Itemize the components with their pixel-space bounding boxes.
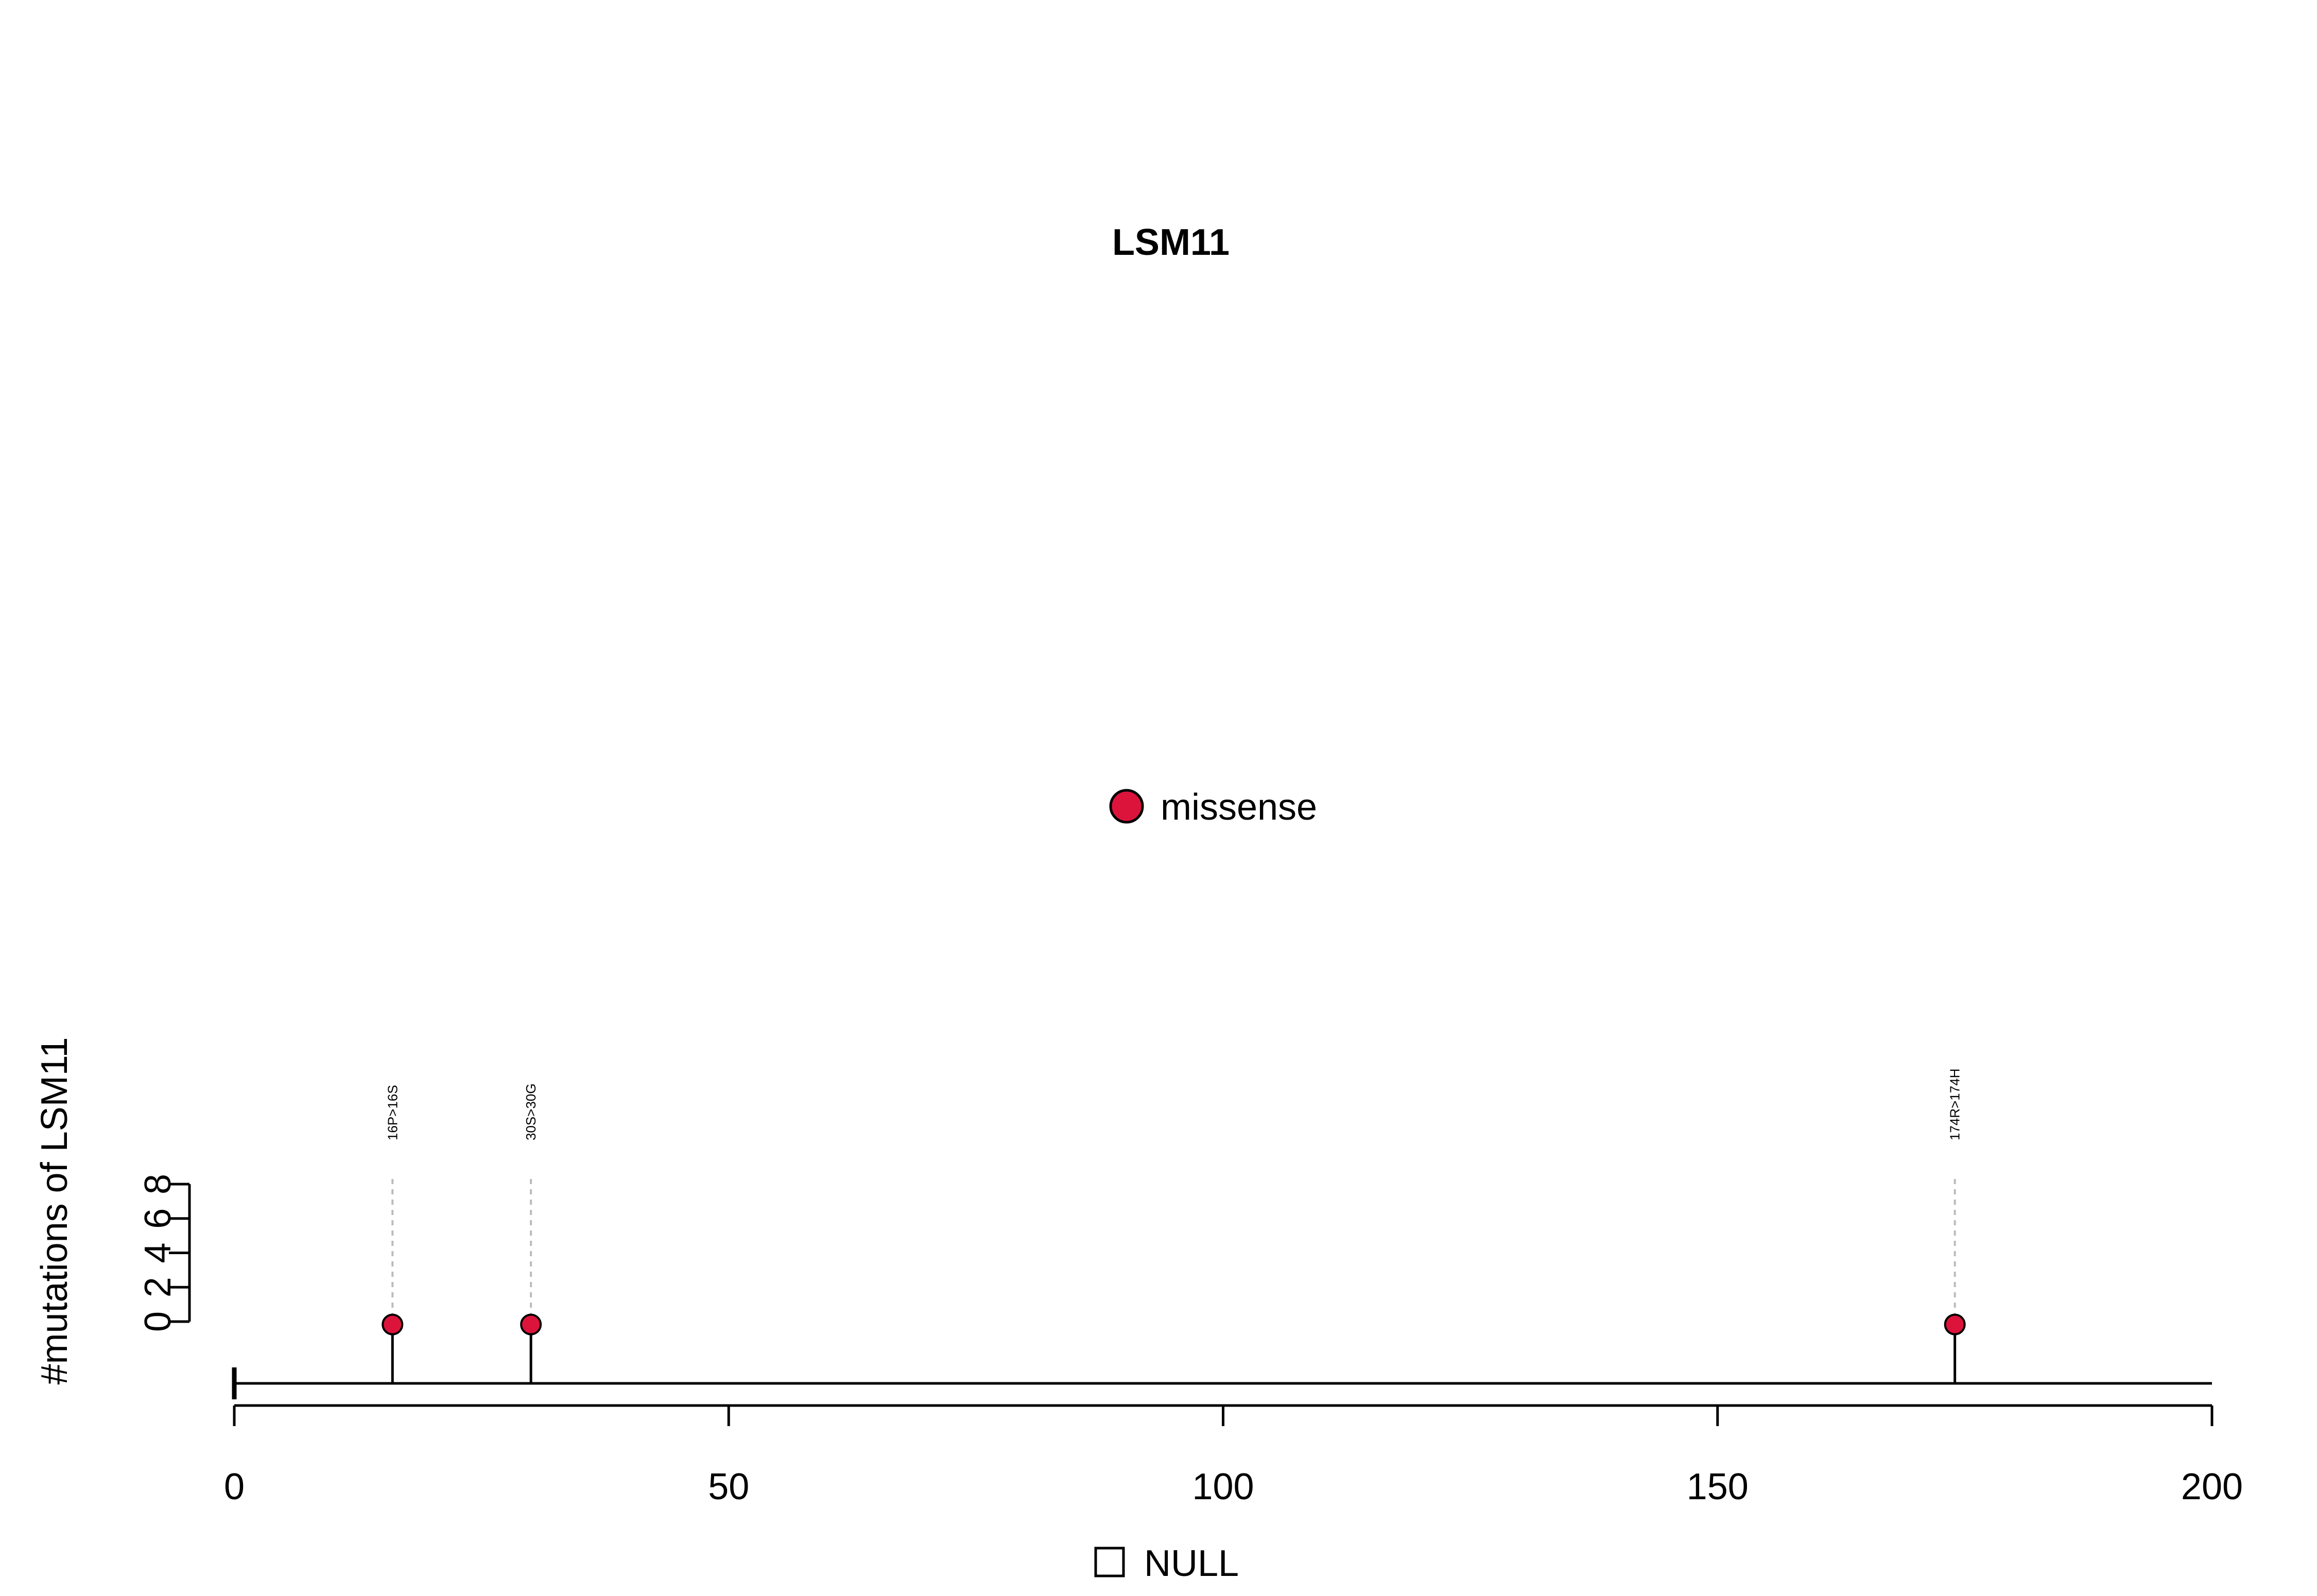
y-tick-label: 6 (137, 1208, 179, 1229)
legend-missense-label: missense (1161, 787, 1317, 828)
lollipops: 16P>16S 30S>30G 174R>174H (382, 1069, 1966, 1383)
mutation-lollipop: 30S>30G (520, 1083, 542, 1383)
x-tick-label: 100 (1192, 1466, 1254, 1507)
legend-null-label: NULL (1144, 1543, 1239, 1584)
legend-missense-marker (1109, 789, 1144, 824)
chart-title: LSM11 (1112, 222, 1230, 263)
x-axis: 0 50 100 150 200 (224, 1404, 2243, 1507)
mutation-label: 174R>174H (1947, 1069, 1963, 1141)
mutation-label: 30S>30G (523, 1083, 539, 1140)
y-tick-label: 4 (137, 1242, 179, 1263)
mutation-point (1944, 1313, 1966, 1335)
mutation-label: 16P>16S (385, 1085, 400, 1140)
y-tick-label: 2 (137, 1277, 179, 1297)
legend-top: missense (1109, 787, 1317, 828)
x-tick-label: 200 (2181, 1466, 2243, 1507)
x-tick-label: 150 (1687, 1466, 1749, 1507)
x-tick-label: 0 (224, 1466, 245, 1507)
y-axis: 0 2 4 6 8 (137, 1174, 191, 1332)
mutation-point (520, 1313, 542, 1335)
x-tick-label: 50 (708, 1466, 749, 1507)
mutation-lollipop: 174R>174H (1944, 1069, 1966, 1383)
legend-null-marker (1094, 1547, 1125, 1577)
mutation-point (382, 1313, 404, 1335)
y-axis-label: #mutations of LSM11 (34, 1037, 75, 1384)
legend-bottom: NULL (1094, 1543, 1239, 1584)
y-tick-label: 0 (137, 1311, 179, 1332)
mutation-lollipop: 16P>16S (382, 1085, 404, 1383)
y-tick-label: 8 (137, 1174, 179, 1194)
